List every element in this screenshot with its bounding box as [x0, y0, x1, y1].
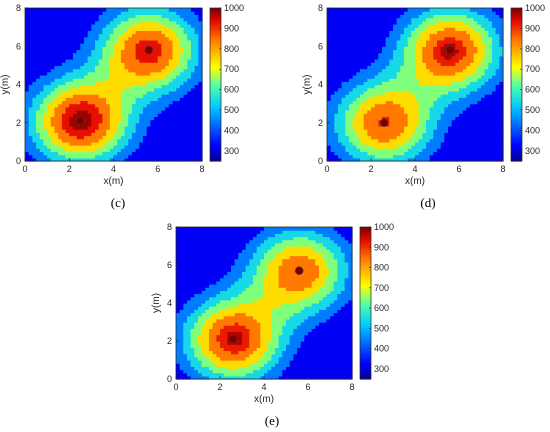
colorbar-tick-label: 900 — [224, 23, 239, 33]
x-tick-label: 6 — [456, 164, 461, 174]
y-tick-label: 0 — [167, 374, 172, 384]
x-tick-label: 4 — [261, 382, 266, 392]
x-tick-label: 8 — [500, 164, 505, 174]
colorbar-tick-label: 500 — [374, 323, 389, 333]
colorbar: 300 400 500 600 700 800 900 1000 — [209, 3, 244, 162]
y-tick-label: 0 — [16, 156, 21, 166]
x-tick-label: 0 — [22, 164, 27, 174]
colorbar-tick-label: 500 — [525, 105, 540, 115]
colorbar-tick-label: 300 — [224, 146, 239, 156]
x-tick-label: 4 — [412, 164, 417, 174]
y-tick-label: 8 — [16, 3, 21, 13]
x-axis-label: x(m) — [254, 394, 274, 405]
contour-fill — [327, 8, 504, 162]
panel-caption: (e) — [265, 413, 279, 428]
y-tick-label: 2 — [167, 336, 172, 346]
colorbar-tick-label: 1000 — [525, 3, 545, 13]
colorbar-tick-label: 700 — [224, 64, 239, 74]
panel-caption: (c) — [111, 195, 125, 210]
colorbar-tick-label: 1000 — [374, 222, 394, 232]
x-tick-label: 0 — [324, 164, 329, 174]
x-tick-label: 6 — [305, 382, 310, 392]
y-tick-label: 8 — [318, 3, 323, 13]
panel-caption: (d) — [420, 195, 435, 210]
colorbar-tick-label: 400 — [525, 125, 540, 135]
chart-panel-1: 0 2 4 6 8 0 2 4 6 8 x(m) y(m) 300 400 500 600 700 800 900 1… — [0, 3, 244, 210]
colorbar-tick-label: 500 — [224, 105, 239, 115]
colorbar-tick-label: 900 — [525, 23, 540, 33]
peak-marker-2 — [294, 266, 304, 275]
peak-marker-1 — [76, 116, 85, 126]
y-tick-label: 6 — [16, 41, 21, 51]
contour-fill — [25, 8, 203, 162]
colorbar-tick-label: 1000 — [224, 3, 244, 13]
chart-panel-3: 0 2 4 6 8 0 2 4 6 8 x(m) y(m) 300 400 500 600 700 800 900 1… — [151, 222, 394, 428]
x-tick-label: 2 — [368, 164, 373, 174]
x-tick-label: 8 — [199, 164, 204, 174]
y-tick-label: 4 — [167, 298, 172, 308]
y-axis-label: y(m) — [0, 75, 11, 95]
colorbar-tick-label: 300 — [374, 364, 389, 374]
y-axis-label: y(m) — [151, 293, 162, 313]
x-tick-label: 2 — [67, 164, 72, 174]
x-tick-label: 0 — [173, 382, 178, 392]
chart-panel-2: 0 2 4 6 8 0 2 4 6 8 x(m) y(m) 300 400 500 600 700 800 900 1… — [302, 3, 545, 210]
y-tick-label: 6 — [167, 260, 172, 270]
peak-marker-1 — [228, 334, 238, 344]
colorbar-tick-label: 900 — [374, 242, 389, 252]
colorbar-tick-label: 600 — [374, 303, 389, 313]
x-tick-label: 6 — [155, 164, 160, 174]
x-axis-label: x(m) — [104, 176, 124, 187]
colorbar-tick-label: 800 — [224, 44, 239, 54]
y-tick-label: 4 — [16, 80, 21, 90]
y-tick-label: 6 — [318, 41, 323, 51]
colorbar-tick-label: 700 — [525, 64, 540, 74]
x-tick-label: 2 — [217, 382, 222, 392]
colorbar-tick-label: 400 — [374, 344, 389, 354]
y-tick-label: 4 — [318, 80, 323, 90]
x-tick-label: 8 — [349, 382, 354, 392]
colorbar-tick-label: 600 — [224, 85, 239, 95]
y-tick-label: 2 — [318, 118, 323, 128]
x-axis-label: x(m) — [405, 176, 425, 187]
colorbar: 300 400 500 600 700 800 900 1000 — [359, 222, 394, 380]
y-tick-label: 2 — [16, 118, 21, 128]
y-tick-label: 8 — [167, 222, 172, 232]
x-tick-label: 4 — [111, 164, 116, 174]
peak-marker-1 — [379, 118, 389, 127]
colorbar-tick-label: 800 — [374, 263, 389, 273]
colorbar-tick-label: 700 — [374, 283, 389, 293]
colorbar-tick-label: 600 — [525, 85, 540, 95]
colorbar-tick-label: 400 — [224, 125, 239, 135]
colorbar-tick-label: 300 — [525, 146, 540, 156]
y-axis-label: y(m) — [302, 75, 313, 95]
peak-marker-2 — [445, 45, 455, 55]
colorbar: 300 400 500 600 700 800 900 1000 — [510, 3, 545, 162]
peak-marker-2 — [144, 45, 154, 55]
y-tick-label: 0 — [318, 156, 323, 166]
contour-fill — [176, 227, 353, 380]
colorbar-tick-label: 800 — [525, 44, 540, 54]
